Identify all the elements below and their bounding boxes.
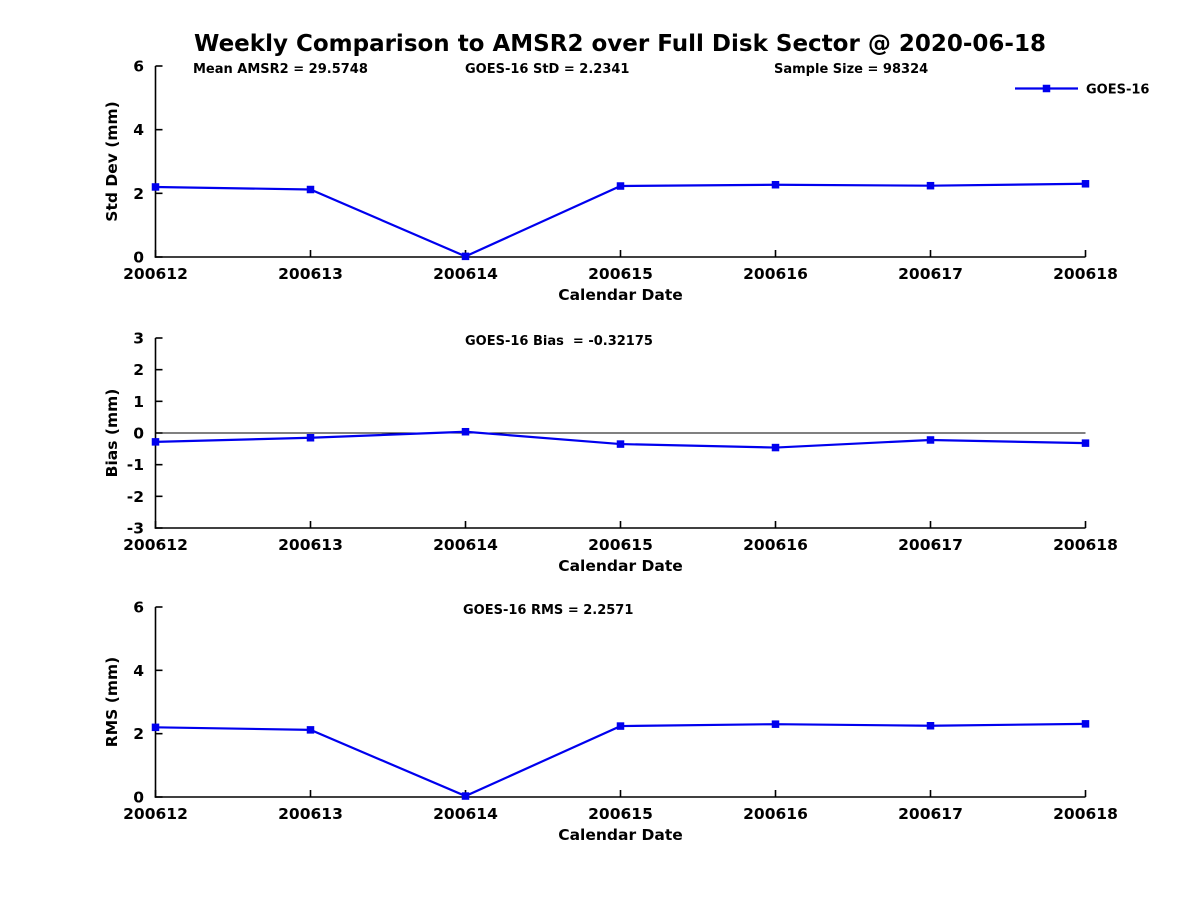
y-tick-label: 0: [133, 789, 144, 807]
data-point-marker: [771, 180, 780, 189]
y-tick-label: -2: [127, 488, 144, 506]
data-point-marker: [926, 722, 935, 730]
data-point-marker: [1081, 439, 1090, 447]
y-tick-label: 2: [133, 185, 144, 203]
data-point-marker: [1081, 720, 1090, 728]
x-tick-label: 200617: [898, 265, 963, 283]
x-tick-label: 200613: [278, 536, 343, 554]
y-tick-label: -1: [127, 456, 144, 474]
x-tick-label: 200616: [743, 805, 808, 823]
stat-annotation: GOES-16 RMS = 2.2571: [463, 603, 633, 618]
x-tick-label: 200615: [588, 805, 653, 823]
data-point-marker: [151, 183, 160, 191]
y-tick-label: 4: [133, 662, 144, 680]
stat-annotation: GOES-16 StD = 2.2341: [465, 62, 629, 77]
stat-annotation: Sample Size = 98324: [774, 62, 928, 77]
x-tick-label: 200618: [1053, 265, 1118, 283]
x-tick-label: 200616: [743, 265, 808, 283]
x-tick-label: 200614: [433, 805, 498, 823]
legend-marker: [1042, 84, 1051, 93]
x-tick-label: 200614: [433, 265, 498, 283]
y-tick-label: 2: [133, 725, 144, 743]
bias-subplot: -3 -2 -1 0 1 2 3 200612 200613 200614 200615 200616…: [103, 330, 1118, 576]
y-tick-label: 6: [133, 599, 144, 617]
y-tick-label: 6: [133, 58, 144, 76]
stat-annotation: GOES-16 Bias = -0.32175: [465, 334, 653, 349]
data-point-marker: [306, 434, 315, 442]
x-tick-label: 200618: [1053, 805, 1118, 823]
x-axis-label: Calendar Date: [558, 557, 683, 575]
series-line: [155, 182, 1086, 258]
x-tick-label: 200613: [278, 265, 343, 283]
x-tick-label: 200613: [278, 805, 343, 823]
data-point-marker: [616, 182, 625, 190]
legend: GOES-16: [1015, 83, 1149, 98]
data-point-marker: [926, 436, 935, 444]
x-tick-label: 200615: [588, 536, 653, 554]
y-tick-label: 3: [133, 330, 144, 348]
data-point-marker: [151, 723, 160, 732]
data-point-marker: [306, 185, 315, 194]
x-tick-label: 200612: [123, 265, 188, 283]
x-tick-label: 200617: [898, 536, 963, 554]
data-point-marker: [616, 722, 625, 730]
x-tick-label: 200612: [123, 805, 188, 823]
x-tick-label: 200612: [123, 536, 188, 554]
x-tick-label: 200616: [743, 536, 808, 554]
data-point-marker: [461, 792, 470, 800]
x-tick-label: 200617: [898, 805, 963, 823]
data-point-marker: [306, 726, 315, 734]
data-point-marker: [151, 438, 160, 446]
x-axis-label: Calendar Date: [558, 286, 683, 304]
y-axis-label: Bias (mm): [103, 389, 121, 478]
data-point-marker: [461, 427, 470, 436]
y-tick-label: 1: [133, 393, 144, 411]
legend-label: GOES-16: [1086, 83, 1149, 98]
x-tick-label: 200614: [433, 536, 498, 554]
x-tick-label: 200618: [1053, 536, 1118, 554]
data-point-marker: [771, 443, 780, 452]
y-tick-label: 2: [133, 361, 144, 379]
std-dev-subplot: 0 2 4 6 200612 200613 200614 200615 200616 200617…: [103, 58, 1149, 305]
y-tick-label: 0: [133, 249, 144, 267]
stat-annotation: Mean AMSR2 = 29.5748: [193, 62, 368, 77]
x-axis-label: Calendar Date: [558, 826, 683, 844]
x-tick-label: 200615: [588, 265, 653, 283]
rms-subplot: 0 2 4 6 200612 200613 200614 200615 200616 200617…: [103, 599, 1118, 845]
y-tick-label: -3: [127, 520, 144, 538]
figure-title: Weekly Comparison to AMSR2 over Full Dis…: [194, 31, 1046, 57]
data-point-marker: [926, 181, 935, 190]
y-tick-label: 0: [133, 425, 144, 443]
data-point-marker: [461, 252, 470, 261]
data-point-marker: [616, 440, 625, 448]
data-point-marker: [771, 720, 780, 728]
series-line: [155, 722, 1086, 798]
y-axis-label: Std Dev (mm): [103, 101, 121, 221]
data-point-marker: [1081, 180, 1090, 188]
y-axis-label: RMS (mm): [103, 657, 121, 747]
y-tick-label: 4: [133, 121, 144, 139]
